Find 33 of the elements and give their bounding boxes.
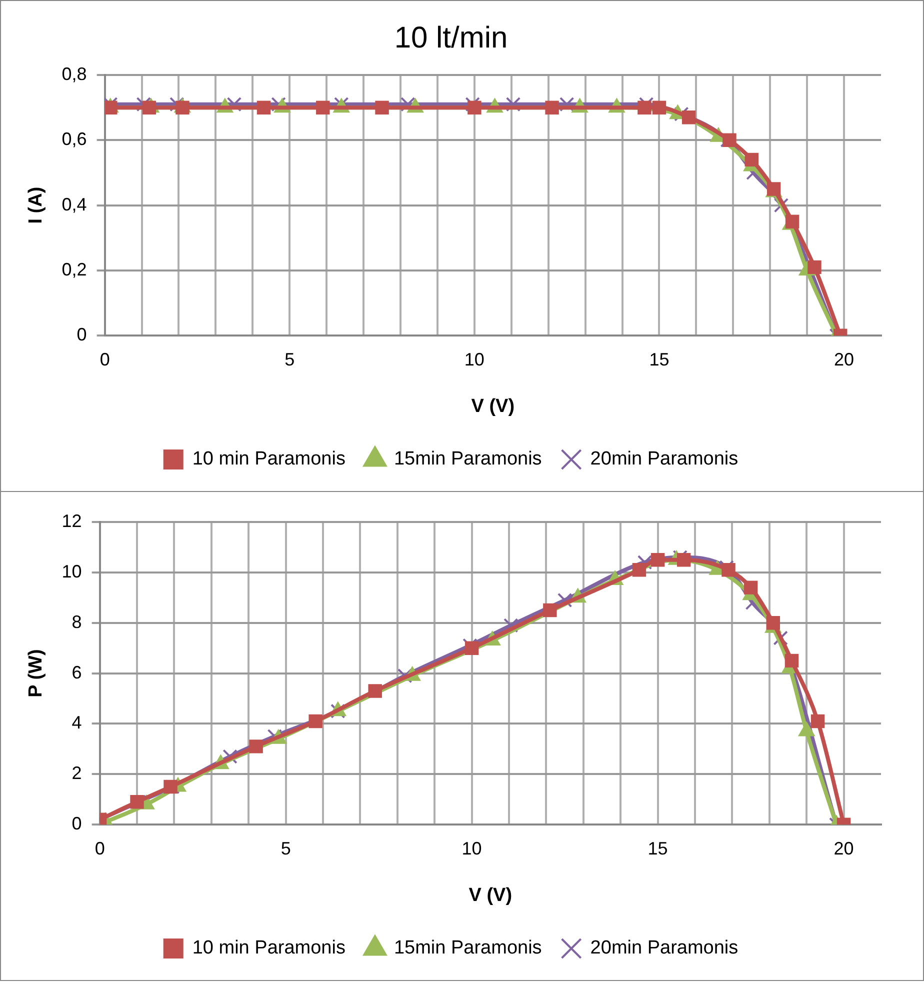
y-tick-label: 2 bbox=[72, 763, 82, 784]
y-tick-label: 0,6 bbox=[62, 129, 87, 150]
x-tick-label: 5 bbox=[280, 838, 291, 858]
x-tick-label: 15 bbox=[648, 838, 668, 858]
y-tick-label: 0,2 bbox=[62, 259, 87, 280]
y-tick-label: 0,4 bbox=[62, 194, 87, 214]
legend-label: 15min Paramonis bbox=[394, 448, 542, 470]
y-tick-label: 10 bbox=[62, 561, 82, 582]
x-tick-label: 0 bbox=[94, 838, 105, 858]
x-tick-label: 5 bbox=[284, 349, 295, 370]
y-axis-title: P (W) bbox=[26, 649, 47, 698]
x-tick-label: 20 bbox=[834, 349, 854, 370]
x-tick-label: 10 bbox=[464, 349, 484, 370]
x-tick-label: 20 bbox=[834, 838, 854, 858]
x-tick-label: 15 bbox=[649, 349, 670, 370]
legend-label: 20min Paramonis bbox=[590, 448, 738, 470]
x-axis-title: V (V) bbox=[468, 884, 512, 906]
y-tick-label: 8 bbox=[72, 612, 82, 632]
legend-label: 10 min Paramonis bbox=[192, 938, 346, 959]
chart-title: 10 lt/min bbox=[394, 21, 508, 54]
legend-label: 15min Paramonis bbox=[394, 938, 542, 959]
x-axis-title: V (V) bbox=[471, 396, 515, 417]
x-tick-label: 10 bbox=[462, 838, 482, 858]
x-tick-label: 0 bbox=[100, 349, 110, 370]
legend-label: 10 min Paramonis bbox=[192, 448, 346, 470]
y-tick-label: 0 bbox=[76, 324, 87, 345]
y-axis-title: I (A) bbox=[26, 186, 47, 224]
y-tick-label: 6 bbox=[72, 662, 82, 682]
legend-label: 20min Paramonis bbox=[590, 938, 738, 959]
y-tick-label: 4 bbox=[72, 712, 82, 733]
y-tick-label: 12 bbox=[62, 510, 82, 531]
y-tick-label: 0,8 bbox=[62, 64, 87, 84]
y-tick-label: 0 bbox=[72, 814, 82, 834]
